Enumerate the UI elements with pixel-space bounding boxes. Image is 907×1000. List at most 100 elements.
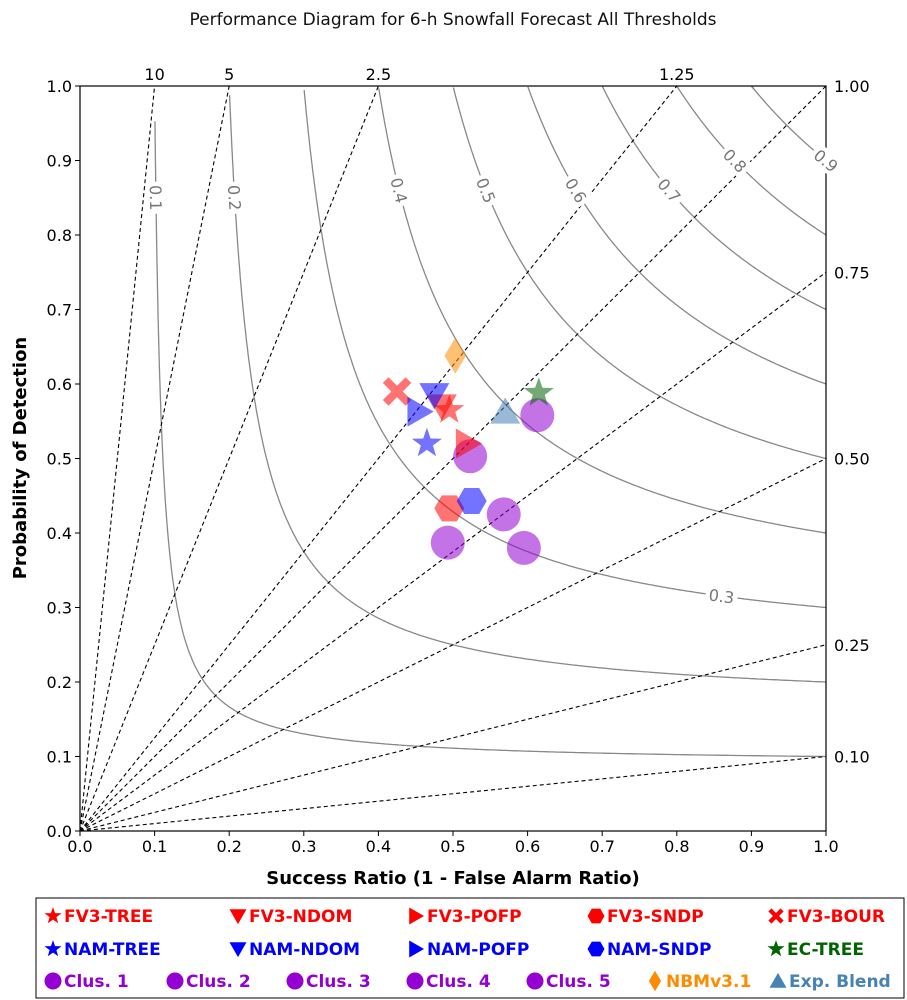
legend-label-fv3-bour: FV3-BOUR	[787, 907, 885, 927]
x-tick-label: 0.0	[67, 837, 92, 856]
legend-marker-clus-4	[406, 972, 424, 990]
legend-label-fv3-sndp: FV3-SNDP	[607, 907, 704, 927]
x-tick-label: 0.1	[142, 837, 167, 856]
bias-line-5	[80, 86, 230, 831]
y-tick-label: 0.0	[47, 822, 72, 841]
legend-label-fv3-tree: FV3-TREE	[64, 907, 153, 927]
legend-label-clus-2: Clus. 2	[186, 972, 251, 992]
x-tick-label: 0.7	[589, 837, 614, 856]
bias-label-0.10: 0.10	[834, 748, 870, 767]
csi-contour-0.4	[378, 88, 826, 534]
csi-label-bg	[716, 142, 754, 179]
legend-marker-ec-tree	[767, 940, 785, 957]
legend-label-nam-pofp: NAM-POFP	[427, 940, 529, 960]
data-point-clus-3	[486, 497, 521, 532]
legend-marker-clus-3	[286, 972, 304, 990]
legend-marker-fv3-bour	[768, 908, 784, 924]
y-tick-label: 0.5	[47, 450, 72, 469]
bias-label-0.50: 0.50	[834, 450, 870, 469]
x-tick-label: 0.8	[664, 837, 689, 856]
legend-marker-nbmv3-1	[648, 970, 662, 992]
data-point-nam-tree	[411, 427, 442, 457]
chart-title: Performance Diagram for 6-h Snowfall For…	[189, 10, 716, 30]
legend: FV3-TREE FV3-NDOM FV3-POFP FV3-SNDP FV3-BOUR…	[44, 907, 891, 992]
data-point-nam-sndp	[456, 488, 487, 514]
data-point-fv3-tree	[434, 394, 465, 423]
legend-label-clus-1: Clus. 1	[64, 972, 129, 992]
bias-label-5: 5	[224, 65, 234, 84]
y-axis-label: Probability of Detection	[10, 337, 31, 580]
data-point-exp-blend	[490, 397, 521, 424]
x-tick-label: 0.5	[440, 837, 465, 856]
csi-label-bg	[223, 181, 246, 215]
csi-contour-0.2	[228, 95, 826, 683]
data-point-nam-ndom	[419, 383, 450, 410]
bias-line-0.50	[80, 458, 826, 831]
csi-contour-0.8	[676, 86, 826, 236]
y-tick-label: 0.7	[47, 301, 72, 320]
legend-marker-nam-pofp	[409, 940, 425, 958]
x-tick-label: 1.0	[813, 837, 838, 856]
legend-label-ec-tree: EC-TREE	[787, 940, 864, 960]
bias-line-2.5	[80, 86, 379, 831]
y-tick-label: 0.8	[47, 226, 72, 245]
bias-line-0.75	[80, 271, 826, 831]
data-point-clus-1	[430, 525, 465, 560]
x-tick-label: 0.6	[515, 837, 540, 856]
data-point-ec-tree	[523, 377, 554, 406]
x-tick-label: 0.4	[366, 837, 391, 856]
legend-marker-clus-5	[526, 972, 544, 990]
legend-marker-fv3-tree	[44, 907, 62, 924]
bias-label-1.00: 1.00	[834, 77, 870, 96]
legend-marker-clus-1	[44, 972, 62, 990]
csi-label-bg	[385, 172, 413, 209]
y-tick-label: 0.6	[47, 375, 72, 394]
csi-label-0.3: 0.3	[708, 585, 736, 607]
y-tick-label: 0.2	[47, 673, 72, 692]
x-tick-label: 0.3	[291, 837, 316, 856]
legend-label-exp-blend: Exp. Blend	[789, 972, 891, 992]
data-point-nam-pofp	[407, 396, 434, 427]
legend-label-clus-3: Clus. 3	[306, 972, 371, 992]
csi-contour-0.6	[527, 86, 826, 385]
x-axis-label: Success Ratio (1 - False Alarm Ratio)	[266, 868, 639, 889]
legend-marker-nam-tree	[44, 940, 62, 957]
y-tick-label: 0.9	[47, 152, 72, 171]
data-point-clus-5	[520, 398, 555, 433]
csi-label-bg	[145, 181, 167, 214]
csi-label-bg	[704, 583, 739, 609]
bias-label-0.25: 0.25	[834, 636, 870, 655]
bias-label-2.5: 2.5	[366, 65, 391, 84]
bias-label-1.25: 1.25	[659, 65, 695, 84]
csi-contour-0.1	[154, 121, 826, 758]
csi-label-bg	[559, 171, 593, 210]
legend-label-clus-4: Clus. 4	[426, 972, 491, 992]
legend-label-nbmv3-1: NBMv3.1	[666, 972, 751, 992]
csi-label-0.2: 0.2	[224, 184, 245, 211]
bias-line-0.10	[80, 755, 826, 831]
y-tick-label: 0.4	[47, 524, 72, 543]
legend-marker-exp-blend	[769, 972, 787, 988]
bias-line-1.25	[80, 86, 678, 831]
legend-marker-clus-2	[166, 972, 184, 990]
legend-label-fv3-pofp: FV3-POFP	[427, 907, 522, 927]
legend-marker-fv3-sndp	[587, 908, 605, 924]
y-tick-label: 0.3	[47, 599, 72, 618]
x-tick-label: 0.2	[216, 837, 241, 856]
data-point-clus-4	[506, 530, 541, 565]
csi-label-bg	[807, 142, 845, 179]
data-point-nbmv3-1	[444, 337, 467, 374]
legend-label-nam-tree: NAM-TREE	[64, 940, 161, 960]
bias-line-0.25	[80, 644, 826, 831]
csi-label-0.1: 0.1	[146, 185, 165, 211]
legend-marker-nam-ndom	[229, 942, 247, 958]
legend-label-nam-ndom: NAM-NDOM	[249, 940, 360, 960]
bias-label-0.75: 0.75	[834, 263, 870, 282]
data-point-fv3-sndp	[434, 495, 465, 522]
csi-label-bg	[651, 171, 688, 209]
bias-line-10	[80, 86, 156, 831]
csi-contour-0.9	[751, 86, 826, 161]
bias-line-1.00	[80, 86, 826, 831]
legend-marker-fv3-ndom	[229, 909, 247, 925]
